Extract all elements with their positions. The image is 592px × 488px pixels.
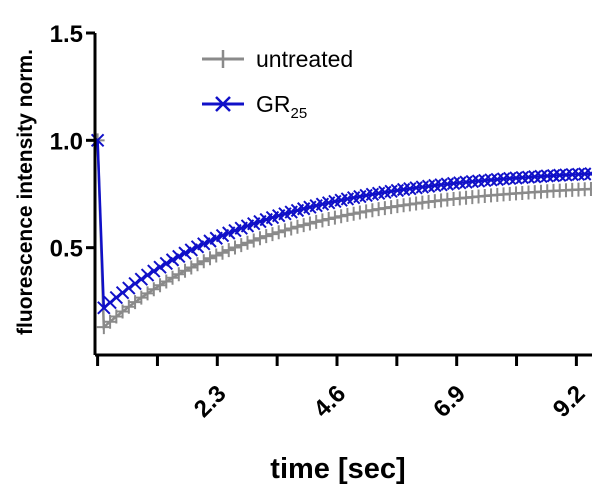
legend-item-gr25: GR25 [202, 91, 307, 122]
data-point-untreated [259, 229, 274, 244]
y-tick-label: 0.5 [50, 236, 83, 263]
data-point-untreated [346, 206, 361, 221]
data-point-gr25 [115, 285, 130, 300]
legend-label-gr25: GR25 [256, 91, 307, 122]
data-point-untreated [315, 213, 330, 228]
data-point-untreated [246, 233, 261, 248]
data-point-untreated [209, 248, 224, 263]
x-tick-label: 2.3 [189, 380, 232, 423]
data-point-untreated [359, 204, 374, 219]
data-point-gr25 [178, 246, 192, 260]
data-point-gr25 [578, 167, 592, 181]
data-point-untreated [203, 251, 218, 266]
data-point-gr25 [128, 276, 142, 291]
data-point-gr25 [571, 167, 586, 181]
data-point-untreated [240, 235, 255, 250]
y-tick-label: 1.5 [50, 21, 83, 48]
data-point-untreated [221, 243, 236, 258]
data-point-untreated [290, 219, 305, 234]
data-point-untreated [215, 245, 230, 260]
data-point-gr25 [172, 249, 186, 264]
data-point-untreated [171, 267, 186, 282]
data-point-untreated [302, 216, 317, 231]
data-point-untreated [234, 238, 249, 253]
data-point-untreated [352, 205, 367, 220]
data-point-untreated [277, 223, 292, 238]
data-point-untreated [371, 202, 386, 217]
x-axis-title: time [sec] [270, 453, 405, 485]
legend-marker-gr25 [215, 96, 231, 112]
data-point-gr25 [584, 166, 592, 181]
legend-label-untreated: untreated [256, 46, 353, 72]
data-point-gr25 [159, 256, 174, 271]
data-point-gr25 [165, 253, 180, 267]
data-point-gr25 [153, 260, 167, 274]
data-point-untreated [271, 225, 286, 240]
data-point-gr25 [565, 167, 579, 182]
data-point-untreated [340, 207, 355, 222]
data-point-gr25 [147, 264, 161, 278]
data-point-untreated [227, 240, 242, 255]
y-axis-title: fluorescence intensity norm. [14, 49, 37, 335]
legend: untreated GR25 [202, 46, 353, 122]
data-point-untreated [252, 231, 267, 246]
data-point-gr25 [122, 281, 136, 295]
data-point-untreated [296, 218, 311, 233]
plot-series [90, 133, 592, 335]
data-point-gr25 [559, 168, 573, 182]
data-point-untreated [365, 203, 380, 218]
x-tick-label: 6.9 [428, 380, 471, 423]
x-tick-label: 4.6 [309, 380, 352, 423]
data-point-untreated [327, 210, 342, 225]
data-point-untreated [583, 181, 592, 196]
data-point-untreated [184, 260, 199, 275]
data-point-untreated [178, 263, 193, 278]
data-point-untreated [284, 221, 299, 236]
legend-item-untreated: untreated [202, 46, 353, 72]
series-line-untreated [96, 140, 592, 330]
legend-marker-untreated [214, 50, 232, 68]
axes [93, 33, 592, 357]
data-point-untreated [334, 209, 349, 224]
data-point-untreated [265, 227, 280, 242]
data-point-untreated [196, 254, 211, 269]
data-point-gr25 [553, 168, 567, 182]
data-point-gr25 [134, 272, 149, 286]
data-point-untreated [309, 214, 324, 229]
data-point-untreated [165, 270, 180, 285]
data-point-untreated [190, 257, 205, 272]
data-point-untreated [159, 274, 174, 289]
y-tick-label: 1.0 [50, 128, 83, 155]
x-tick-label: 9.2 [548, 380, 591, 423]
data-point-untreated [321, 211, 336, 226]
data-point-gr25 [140, 268, 155, 282]
